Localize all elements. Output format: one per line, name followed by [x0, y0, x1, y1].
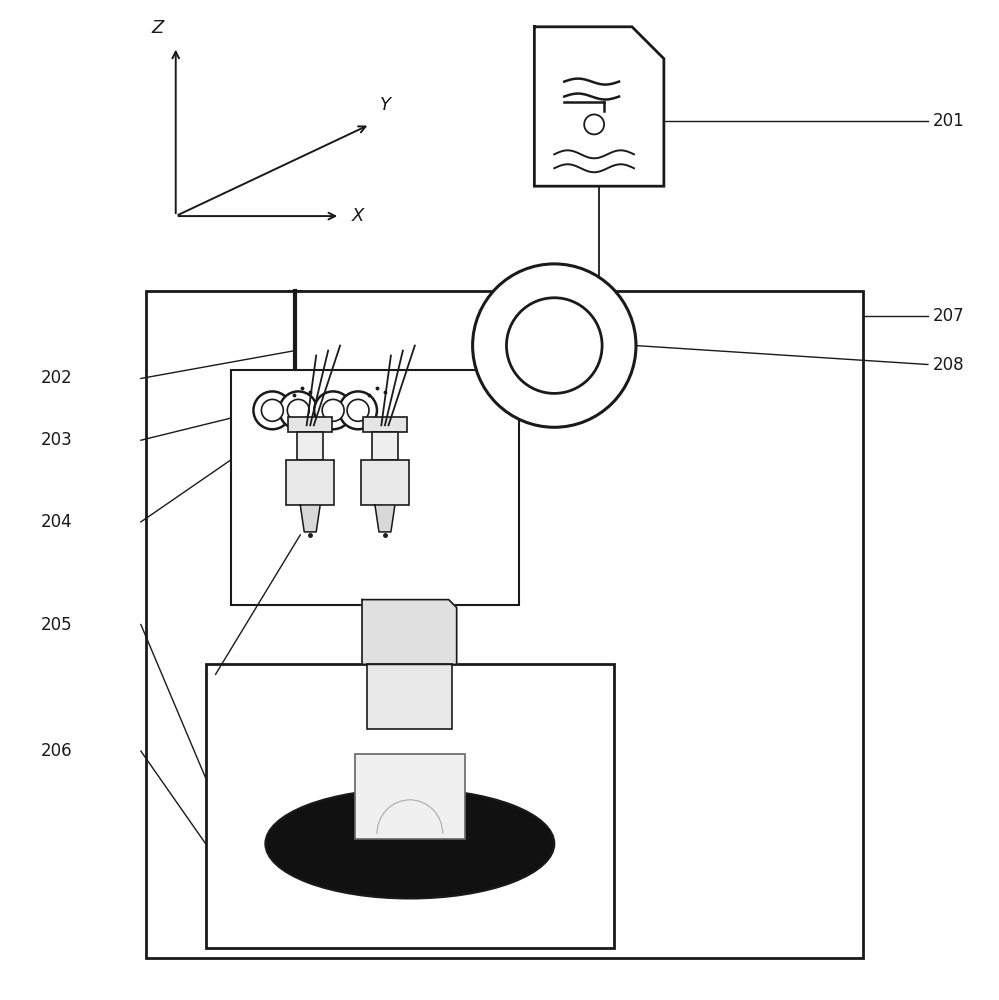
Bar — [287, 460, 334, 505]
Text: 202: 202 — [41, 369, 73, 387]
Text: 206: 206 — [41, 742, 73, 760]
Text: 204: 204 — [41, 513, 73, 531]
Ellipse shape — [262, 399, 284, 421]
Ellipse shape — [266, 789, 554, 898]
Bar — [363, 417, 407, 432]
Bar — [355, 754, 465, 839]
Bar — [146, 291, 863, 958]
Text: X: X — [352, 207, 365, 225]
Ellipse shape — [288, 399, 310, 421]
Ellipse shape — [280, 391, 318, 429]
Text: Y: Y — [380, 96, 391, 114]
Text: 207: 207 — [933, 307, 964, 325]
Bar — [289, 417, 332, 432]
Text: 208: 208 — [933, 356, 964, 374]
Ellipse shape — [315, 391, 352, 429]
Text: Z: Z — [152, 19, 164, 37]
Ellipse shape — [339, 391, 377, 429]
Bar — [231, 370, 519, 605]
Polygon shape — [362, 600, 457, 664]
Bar — [361, 460, 409, 505]
Ellipse shape — [506, 298, 602, 393]
Bar — [372, 432, 398, 460]
Text: 205: 205 — [41, 616, 73, 634]
Polygon shape — [301, 505, 321, 532]
Polygon shape — [375, 505, 395, 532]
Ellipse shape — [322, 399, 344, 421]
Bar — [367, 664, 452, 729]
Text: 201: 201 — [933, 112, 965, 130]
Text: 203: 203 — [41, 431, 73, 449]
Ellipse shape — [347, 399, 369, 421]
Ellipse shape — [473, 264, 636, 427]
Bar — [298, 432, 323, 460]
Bar — [206, 664, 614, 948]
Ellipse shape — [254, 391, 292, 429]
Circle shape — [584, 114, 604, 134]
